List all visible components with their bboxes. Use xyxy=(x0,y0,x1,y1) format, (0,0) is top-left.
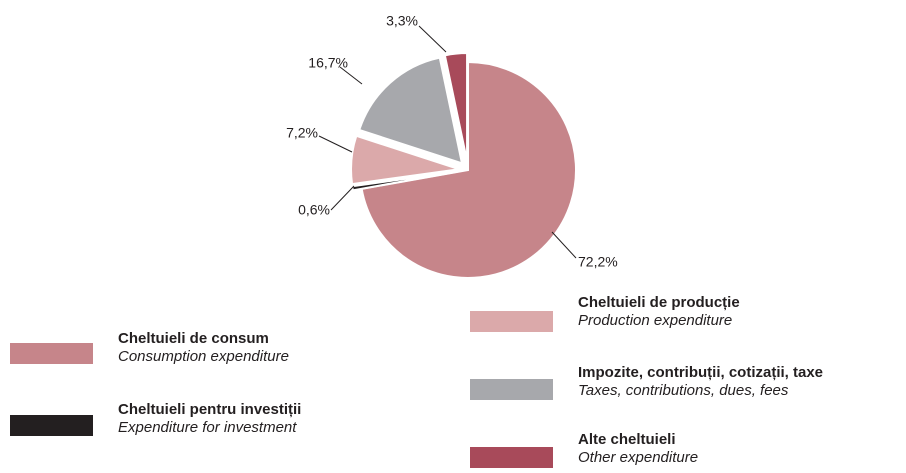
legend-translation: Production expenditure xyxy=(578,312,732,329)
data-label: 16,7% xyxy=(308,55,348,71)
legend-swatch xyxy=(10,415,93,436)
leader-line xyxy=(551,231,577,259)
leader-line xyxy=(318,135,353,153)
legend-swatch xyxy=(10,343,93,364)
legend-translation: Taxes, contributions, dues, fees xyxy=(578,382,789,399)
leader-line xyxy=(330,185,355,211)
legend-label: Impozite, contribuții, cotizații, taxe xyxy=(578,364,823,381)
legend-label: Cheltuieli pentru investiții xyxy=(118,401,301,418)
legend-label: Alte cheltuieli xyxy=(578,431,676,448)
legend-label: Cheltuieli de producție xyxy=(578,294,740,311)
legend-translation: Other expenditure xyxy=(578,449,698,466)
legend-translation: Expenditure for investment xyxy=(118,419,297,436)
legend-swatch xyxy=(470,311,553,332)
data-label: 0,6% xyxy=(298,202,330,218)
pie-slice xyxy=(443,52,469,162)
pie-slice xyxy=(358,56,464,165)
leader-line xyxy=(339,66,363,85)
legend-label: Cheltuieli de consum xyxy=(118,330,269,347)
legend-swatch xyxy=(470,447,553,468)
leader-line xyxy=(418,25,447,53)
data-label: 7,2% xyxy=(286,125,318,141)
data-label: 3,3% xyxy=(386,13,418,29)
pie-slice xyxy=(360,60,577,279)
legend-swatch xyxy=(470,379,553,400)
pie-slice xyxy=(350,134,460,186)
data-label: 72,2% xyxy=(578,254,618,270)
legend-translation: Consumption expenditure xyxy=(118,348,289,365)
